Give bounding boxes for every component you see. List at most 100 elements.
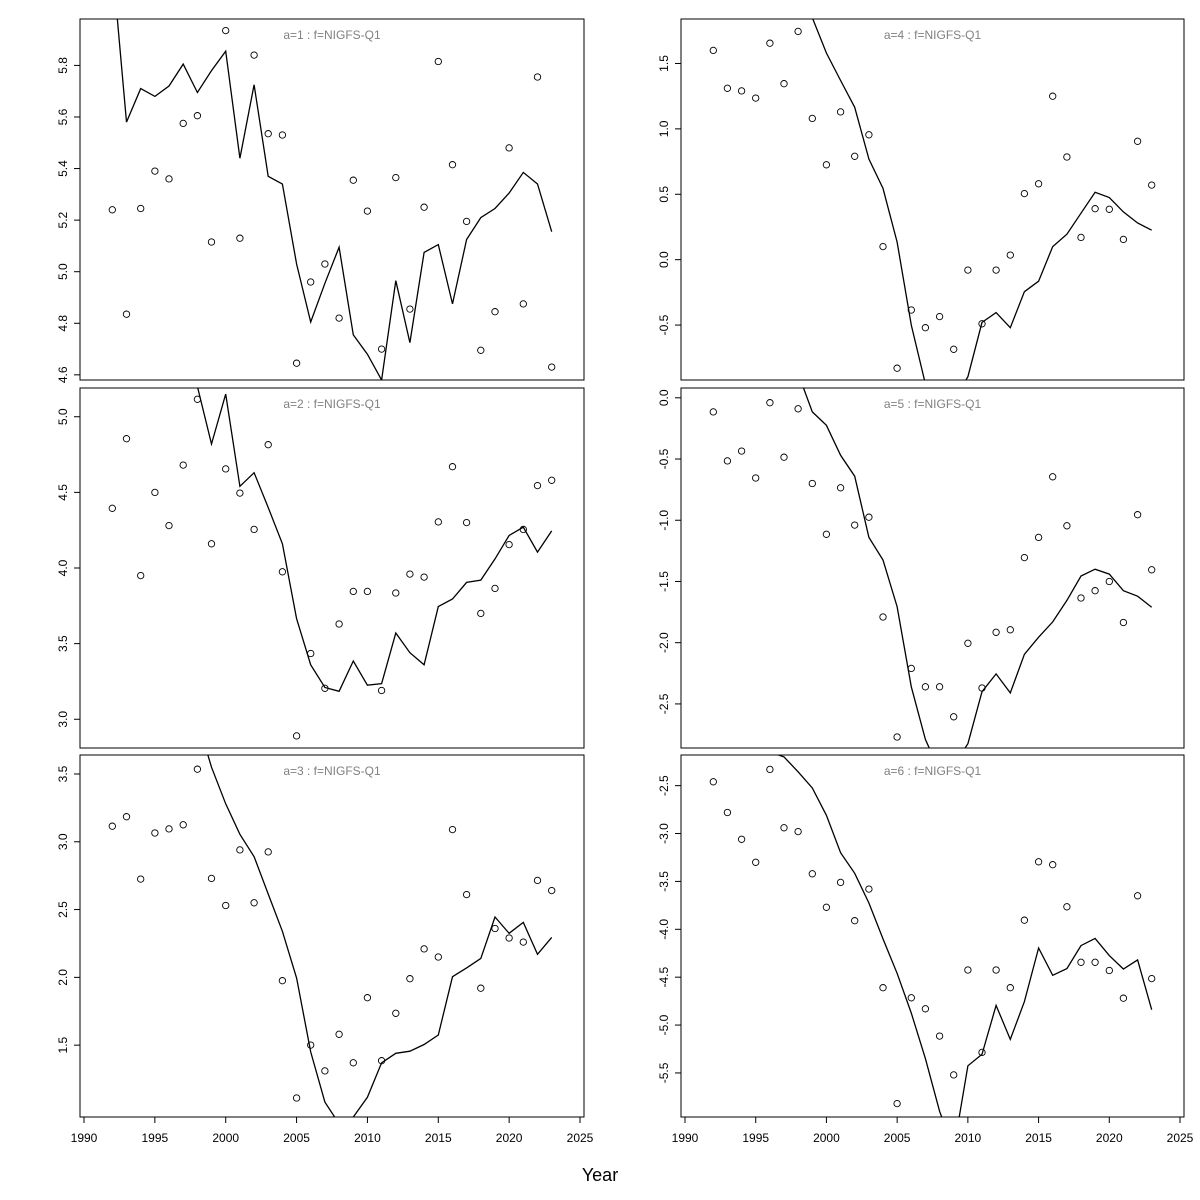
observed-point (165, 175, 173, 183)
observed-point (1020, 916, 1029, 924)
observed-point (723, 808, 732, 817)
observed-point (491, 924, 499, 933)
observed-point (533, 876, 542, 885)
y-tick-label: 0.0 (657, 251, 671, 268)
panel-title: a=6 : f=NIGFS-Q1 (884, 764, 982, 778)
panel-5: a=5 : f=NIGFS-Q1 -2.5 -2.0 -1.5 -1.0 -0.5 0.0 (657, 387, 1185, 749)
observed-point (766, 765, 774, 774)
observed-point (1105, 966, 1113, 975)
observed-point (752, 858, 760, 866)
observed-point (1020, 553, 1029, 562)
observed-point (1148, 181, 1156, 189)
observed-point (278, 131, 287, 139)
panel-frame (680, 18, 1185, 381)
x-tick-label: 2010 (955, 1131, 982, 1145)
observed-point (108, 504, 116, 512)
observed-point (491, 584, 499, 593)
observed-point (935, 683, 944, 691)
y-tick-label: 4.0 (56, 559, 70, 576)
observed-point (766, 399, 774, 407)
observed-point (377, 345, 386, 353)
observed-point (307, 649, 315, 658)
panel-frame (79, 18, 585, 381)
observed-point (122, 310, 131, 318)
observed-point (236, 846, 244, 854)
observed-point (1133, 511, 1142, 519)
observed-point (462, 518, 471, 527)
y-axis: 4.6 4.8 5.0 5.2 5.4 5.6 5.8 (56, 57, 80, 383)
panel-title: a=3 : f=NIGFS-Q1 (283, 764, 381, 778)
observed-point (794, 27, 802, 36)
observed-point (137, 204, 145, 213)
observed-point (992, 266, 1000, 274)
panel-title: a=4 : f=NIGFS-Q1 (884, 28, 982, 42)
panel-title: a=5 : f=NIGFS-Q1 (884, 397, 982, 411)
observed-point (321, 260, 329, 268)
observed-point (151, 488, 159, 497)
observed-point (935, 1032, 944, 1040)
y-tick-label: 2.5 (56, 901, 70, 918)
panel-frame (680, 387, 1185, 749)
observed-point (236, 489, 244, 497)
observed-point (434, 953, 442, 961)
observed-point (1091, 958, 1099, 966)
observed-point (278, 977, 287, 985)
observed-point (822, 161, 831, 169)
x-tick-label: 2025 (567, 1131, 594, 1145)
observed-point (278, 568, 287, 576)
x-tick-label: 1990 (672, 1131, 699, 1145)
observed-point (865, 131, 873, 139)
observed-point (1119, 618, 1128, 627)
y-tick-label: -1.0 (657, 510, 671, 531)
y-tick-label: -3.0 (657, 823, 671, 844)
observed-point (250, 525, 258, 534)
y-axis: 3.0 3.5 4.0 4.5 5.0 (56, 408, 80, 728)
observed-point (780, 824, 788, 832)
observed-point (477, 984, 485, 992)
panel-frame (79, 387, 585, 749)
observed-points (709, 27, 1156, 372)
y-tick-label: -0.5 (657, 314, 671, 335)
x-tick-label: 2000 (212, 1131, 239, 1145)
observed-point (222, 465, 230, 473)
observed-point (865, 885, 873, 893)
observed-point (434, 57, 442, 66)
y-tick-label: 4.8 (56, 315, 70, 332)
panels: a=1 : f=NIGFS-Q1 4.6 4.8 5.0 5.2 5.4 5.6 5.8 a=2… (56, 18, 1185, 1118)
y-tick-label: -2.5 (657, 775, 671, 796)
observed-point (292, 732, 301, 740)
observed-point (548, 363, 556, 371)
observed-point (752, 474, 760, 482)
observed-point (420, 573, 428, 581)
y-axis: -0.5 0.0 0.5 1.0 1.5 (657, 55, 681, 335)
observed-point (434, 518, 442, 526)
fitted-line (802, 388, 1153, 748)
observed-point (406, 975, 414, 983)
x-tick-label: 1995 (742, 1131, 769, 1145)
observed-point (808, 870, 816, 878)
observed-point (179, 461, 187, 469)
observed-point (808, 114, 816, 123)
observed-point (879, 984, 887, 992)
observed-point (723, 84, 732, 92)
observed-point (307, 278, 315, 286)
observed-point (477, 346, 485, 354)
observed-point (222, 901, 230, 910)
observed-point (307, 1041, 315, 1049)
observed-point (222, 26, 230, 35)
observed-point (964, 966, 972, 974)
panel-2: a=2 : f=NIGFS-Q1 3.0 3.5 4.0 4.5 5.0 (56, 387, 585, 749)
observed-point (392, 589, 400, 597)
observed-point (1091, 205, 1099, 213)
observed-point (151, 829, 159, 837)
observed-point (822, 903, 831, 911)
panel-3: a=3 : f=NIGFS-Q1 1.5 2.0 2.5 3.0 3.5 (56, 754, 585, 1118)
observed-point (519, 938, 527, 946)
x-tick-label: 2020 (1096, 1131, 1123, 1145)
observed-point (349, 1059, 357, 1067)
observed-point (1049, 92, 1057, 100)
y-tick-label: 0.0 (657, 389, 671, 406)
panel-title: a=1 : f=NIGFS-Q1 (283, 28, 381, 42)
y-tick-label: -5.0 (657, 1014, 671, 1035)
observed-point (264, 130, 272, 138)
